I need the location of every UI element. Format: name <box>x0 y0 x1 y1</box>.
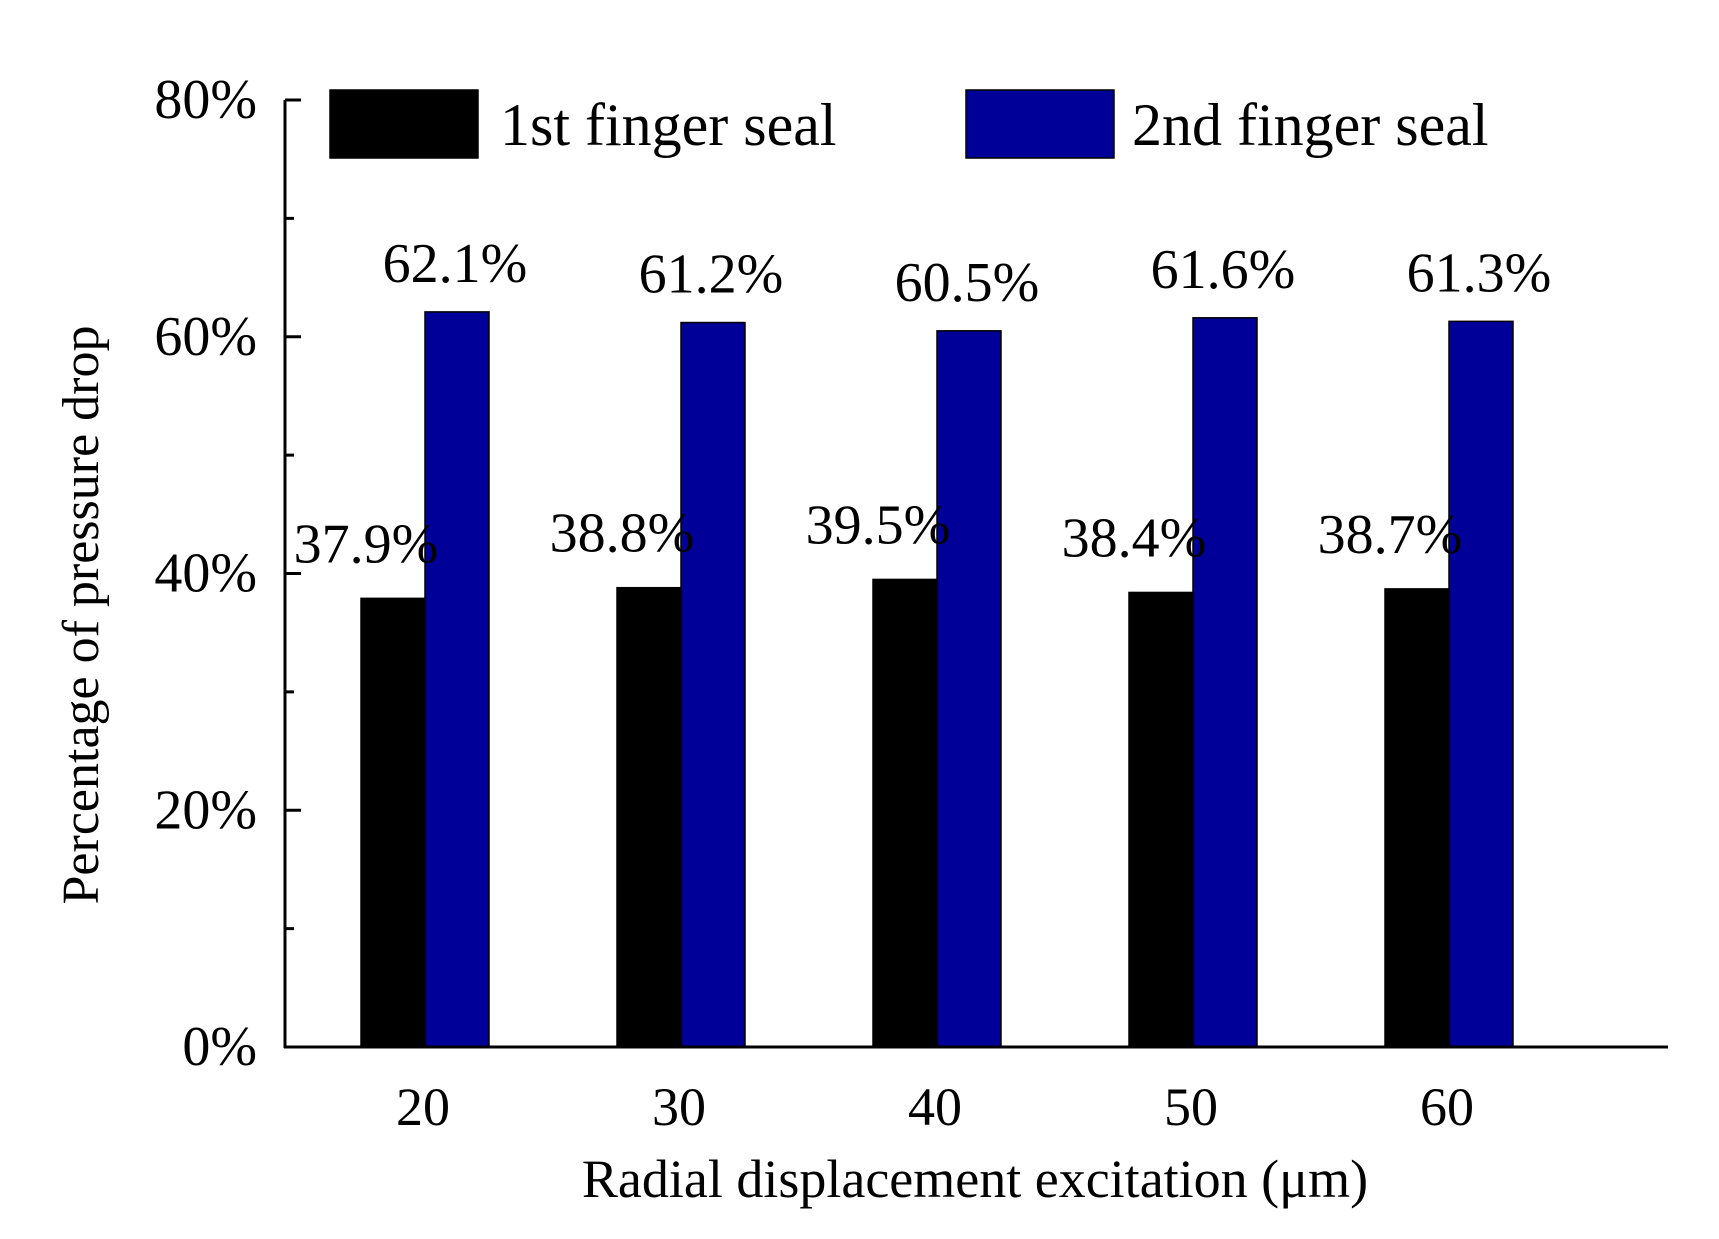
bar-series2-40 <box>936 330 1002 1048</box>
data-label-series2-40: 60.5% <box>895 252 1040 314</box>
y-tick-label-20: 20% <box>154 779 257 841</box>
y-tick-label-40: 40% <box>154 543 257 605</box>
data-label-series2-50: 61.6% <box>1151 239 1296 301</box>
y-tick-label-80: 80% <box>154 69 257 131</box>
bar-series2-50 <box>1192 317 1258 1048</box>
legend-label-series2: 2nd finger seal <box>1132 92 1489 158</box>
x-tick-label-40: 40 <box>908 1077 962 1137</box>
y-axis-label: Percentage of pressure drop <box>53 326 110 905</box>
x-axis-label: Radial displacement excitation (μm) <box>582 1149 1368 1209</box>
bar-series1-30 <box>616 586 682 1048</box>
legend: 1st finger seal 2nd finger seal <box>329 89 1489 159</box>
data-label-series2-20: 62.1% <box>383 233 528 295</box>
x-tick-label-20: 20 <box>396 1077 450 1137</box>
data-label-series2-30: 61.2% <box>639 244 784 306</box>
legend-swatch-series2 <box>965 89 1115 159</box>
bars-layer <box>360 311 1514 1048</box>
data-label-series1-30: 38.8% <box>550 503 695 565</box>
y-tick-label-0: 0% <box>182 1016 257 1078</box>
bar-series1-50 <box>1128 591 1194 1048</box>
data-label-series2-60: 61.3% <box>1407 242 1552 304</box>
x-tick-label-60: 60 <box>1420 1077 1474 1137</box>
data-label-series1-50: 38.4% <box>1062 507 1207 569</box>
legend-swatch-series1 <box>329 89 479 159</box>
legend-label-series1: 1st finger seal <box>500 92 837 158</box>
data-labels-layer: 37.9% 62.1% 38.8% 61.2% 39.5% 60.5% 38.4% 61.6%… <box>294 233 1552 575</box>
y-tick-label-60: 60% <box>154 306 257 368</box>
data-label-series1-20: 37.9% <box>294 513 439 575</box>
bar-series2-30 <box>680 321 746 1048</box>
bar-series2-60 <box>1448 320 1514 1048</box>
axes-layer: 20 30 40 50 60 0% 20% 40% 60% 80% <box>154 69 1668 1137</box>
bar-series2-20 <box>424 311 490 1048</box>
data-label-series1-40: 39.5% <box>806 494 951 556</box>
x-tick-label-30: 30 <box>652 1077 706 1137</box>
x-tick-label-50: 50 <box>1164 1077 1218 1137</box>
bar-series1-60 <box>1384 588 1450 1048</box>
data-label-series1-60: 38.7% <box>1318 504 1463 566</box>
bar-series1-20 <box>360 597 426 1048</box>
bar-series1-40 <box>872 578 938 1048</box>
